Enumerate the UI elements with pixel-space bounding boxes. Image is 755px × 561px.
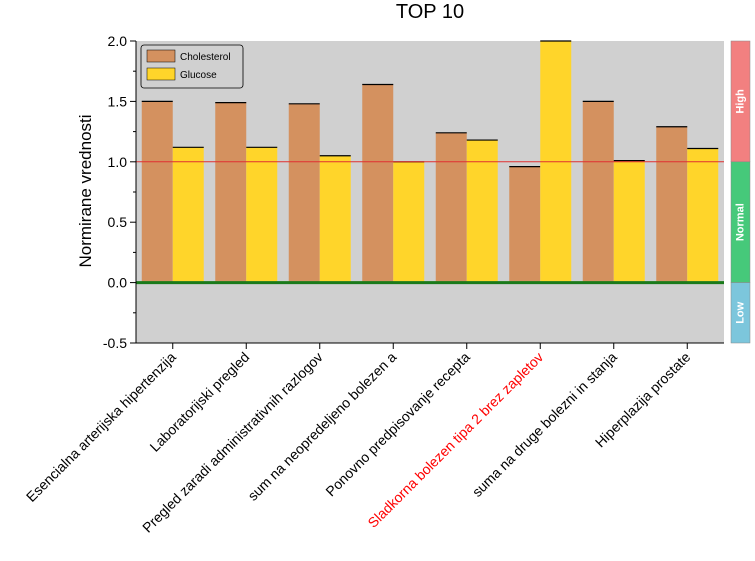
bar-glucose <box>246 147 278 283</box>
y-tick-label: 2.0 <box>108 33 128 49</box>
legend-swatch <box>146 49 176 63</box>
bar-cholesterol <box>215 102 247 283</box>
legend: Cholesterol Glucose <box>140 44 244 89</box>
bar-glucose <box>687 148 719 283</box>
x-tick-label: Ponovno predpisovanje recepta <box>322 349 473 500</box>
bar-cholesterol <box>435 132 467 283</box>
y-tick-label: -0.5 <box>103 335 127 351</box>
bar-cholesterol <box>141 101 173 283</box>
x-tick-label: Esencialna arterijska hipertenzija <box>23 349 179 505</box>
legend-label: Glucose <box>180 70 217 81</box>
bar-glucose <box>319 155 351 283</box>
zone-label: Normal <box>735 203 747 241</box>
y-tick-label: 0.5 <box>108 214 128 230</box>
y-tick-label: 0.0 <box>108 275 128 291</box>
bar-cholesterol <box>509 166 541 283</box>
zone-low <box>730 282 751 344</box>
bar-cholesterol <box>582 101 614 283</box>
y-tick-label: 1.0 <box>108 154 128 170</box>
bar-cholesterol <box>288 103 320 283</box>
x-tick-label: suma na druge bolezni in stanja <box>469 349 620 500</box>
legend-label: Cholesterol <box>180 52 231 63</box>
bars <box>141 40 719 283</box>
zone-label: Low <box>735 301 747 323</box>
bar-glucose <box>172 147 204 283</box>
y-tick-label: 1.5 <box>108 93 128 109</box>
legend-swatch <box>146 67 176 81</box>
bar-glucose <box>393 161 425 283</box>
bar-cholesterol <box>656 126 688 283</box>
y-axis-label: Normirane vrednosti <box>76 114 95 267</box>
bar-glucose <box>613 160 645 283</box>
zone-bar: High Normal Low <box>730 40 751 344</box>
x-tick-label: sum na neopredeljeno bolezen a <box>244 349 399 504</box>
bar-glucose <box>466 140 498 283</box>
reference-lines <box>136 161 724 285</box>
zone-label: High <box>735 89 747 114</box>
bar-cholesterol <box>362 84 394 283</box>
chart-title: TOP 10 <box>396 1 464 23</box>
